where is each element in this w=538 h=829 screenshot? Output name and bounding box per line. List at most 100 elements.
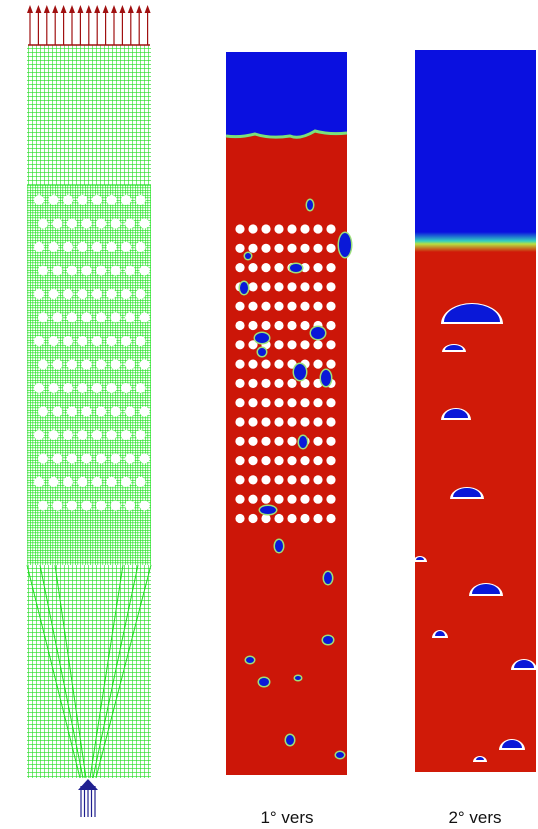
- hole: [34, 477, 44, 487]
- arrow-head: [94, 5, 100, 13]
- hole: [111, 360, 121, 370]
- hole: [274, 282, 283, 291]
- hole: [96, 266, 106, 276]
- hole: [261, 379, 270, 388]
- hole: [125, 454, 135, 464]
- hole: [63, 289, 73, 299]
- bubble: [336, 752, 344, 758]
- bubble: [324, 572, 332, 584]
- hole: [125, 313, 135, 323]
- hole: [38, 266, 48, 276]
- hole: [235, 379, 244, 388]
- arrow-head: [44, 5, 50, 13]
- hole: [49, 383, 59, 393]
- hole: [140, 454, 150, 464]
- hole: [96, 454, 106, 464]
- bubble: [240, 282, 248, 294]
- bubble: [259, 678, 269, 686]
- bubble: [295, 676, 301, 680]
- hole: [34, 289, 44, 299]
- hole: [235, 340, 244, 349]
- hole: [287, 224, 296, 233]
- hole: [38, 219, 48, 229]
- panel-label: 1° vers: [260, 808, 313, 827]
- hole: [261, 398, 270, 407]
- hole: [313, 456, 322, 465]
- mesh-panel: [27, 5, 151, 817]
- hole: [235, 263, 244, 272]
- hole: [287, 495, 296, 504]
- arrow-head: [103, 5, 109, 13]
- hole: [111, 501, 121, 511]
- hole: [274, 456, 283, 465]
- hole: [121, 336, 131, 346]
- bubble: [286, 735, 294, 745]
- hole: [125, 360, 135, 370]
- hole: [326, 456, 335, 465]
- hole: [274, 244, 283, 253]
- hole: [121, 195, 131, 205]
- hole: [274, 379, 283, 388]
- hole: [261, 437, 270, 446]
- hole: [136, 195, 146, 205]
- hole: [111, 266, 121, 276]
- hole: [34, 430, 44, 440]
- hole: [53, 266, 63, 276]
- hole: [63, 195, 73, 205]
- liquid: [226, 52, 347, 775]
- hole: [300, 417, 309, 426]
- hole: [140, 313, 150, 323]
- hole: [287, 417, 296, 426]
- hole: [235, 475, 244, 484]
- hole: [111, 219, 121, 229]
- bubble: [299, 436, 307, 448]
- hole: [248, 282, 257, 291]
- bubble: [311, 327, 325, 339]
- hole: [326, 244, 335, 253]
- hole: [136, 430, 146, 440]
- hole: [261, 456, 270, 465]
- hole: [235, 224, 244, 233]
- hole: [235, 360, 244, 369]
- bubble: [260, 506, 276, 514]
- hole: [248, 224, 257, 233]
- hole: [136, 289, 146, 299]
- hole: [287, 244, 296, 253]
- interface: [415, 232, 536, 252]
- hole: [287, 282, 296, 291]
- hole: [261, 263, 270, 272]
- hole: [63, 242, 73, 252]
- hole: [121, 289, 131, 299]
- hole: [287, 437, 296, 446]
- hole: [261, 321, 270, 330]
- hole: [235, 514, 244, 523]
- hole: [140, 219, 150, 229]
- hole: [78, 242, 88, 252]
- hole: [82, 266, 92, 276]
- hole: [274, 321, 283, 330]
- hole: [107, 336, 117, 346]
- hole: [34, 383, 44, 393]
- hole: [121, 430, 131, 440]
- hole: [78, 430, 88, 440]
- hole: [261, 224, 270, 233]
- hole: [38, 407, 48, 417]
- hole: [326, 398, 335, 407]
- hole: [248, 417, 257, 426]
- hole: [121, 383, 131, 393]
- hole: [38, 454, 48, 464]
- hole: [53, 407, 63, 417]
- panel-label: 2° vers: [448, 808, 501, 827]
- hole: [300, 224, 309, 233]
- hole: [248, 437, 257, 446]
- arrow-head: [145, 5, 151, 13]
- hole: [313, 475, 322, 484]
- hole: [300, 302, 309, 311]
- hole: [235, 495, 244, 504]
- hole: [111, 407, 121, 417]
- hole: [300, 456, 309, 465]
- hole: [49, 289, 59, 299]
- hole: [248, 514, 257, 523]
- hole: [313, 263, 322, 272]
- hole: [34, 242, 44, 252]
